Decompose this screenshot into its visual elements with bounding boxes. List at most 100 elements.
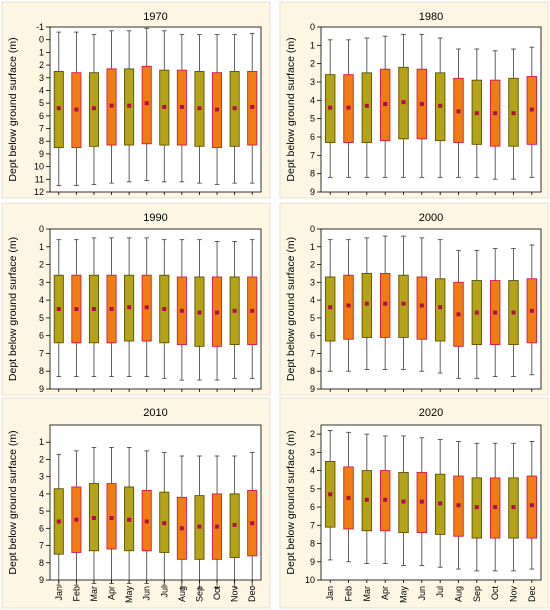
x-tick-label: Mar	[89, 586, 99, 602]
box-Jul	[159, 30, 170, 183]
median-marker	[56, 519, 61, 524]
box-Mar	[88, 237, 99, 377]
y-tick-label: 1	[310, 40, 315, 50]
median-marker	[215, 310, 220, 315]
y-tick-label: 7	[39, 541, 44, 551]
y-tick-label: 12	[34, 187, 44, 197]
y-tick-label: 7	[310, 520, 315, 530]
box-Oct	[212, 34, 223, 185]
y-tick-label: 2	[310, 260, 315, 270]
iqr-box	[434, 278, 446, 342]
box-Dec	[526, 441, 538, 570]
y-tick-label: 9	[39, 575, 44, 585]
y-tick-label: 0	[310, 22, 315, 32]
box-Nov	[229, 34, 240, 184]
box-Mar	[88, 446, 99, 584]
median-marker	[56, 106, 61, 111]
y-tick-label: 7	[310, 348, 315, 358]
box-Feb	[343, 431, 354, 563]
y-tick-label: 3	[39, 73, 44, 83]
median-marker	[529, 107, 534, 112]
median-marker	[109, 516, 114, 520]
box-Aug	[453, 441, 464, 570]
box-Nov	[229, 241, 240, 379]
x-tick-label: Feb	[344, 586, 354, 602]
median-marker	[232, 106, 237, 111]
box-Jan	[53, 453, 64, 586]
plot-area	[320, 424, 542, 581]
box-May	[398, 435, 409, 566]
chart-title: 2000	[419, 212, 443, 224]
box-Jan	[53, 31, 64, 187]
box-Jun	[141, 27, 152, 181]
x-tick-label: Apr	[380, 586, 390, 600]
y-tick-label: 6	[310, 502, 315, 512]
median-marker	[232, 308, 237, 313]
chart-panel-1980: 1980 0 1 2 3 4 5 6 7 8 9 Dept below ground surface …	[279, 1, 549, 199]
box-Jul	[434, 239, 446, 374]
median-marker	[383, 102, 388, 106]
median-marker	[511, 310, 516, 315]
iqr-box	[416, 276, 428, 340]
y-tick-label: 4	[39, 489, 44, 499]
y-tick-label: 9	[310, 384, 315, 394]
median-marker	[162, 104, 167, 109]
x-tick-label: May	[124, 586, 134, 604]
box-Oct	[212, 455, 223, 590]
y-tick-label: 5	[310, 484, 315, 494]
y-tick-label: 7	[39, 124, 44, 134]
median-marker	[127, 517, 132, 522]
y-tick-label: 1	[39, 242, 44, 252]
y-tick-label: 8	[39, 558, 44, 568]
plot-area	[320, 26, 542, 193]
median-marker	[328, 305, 333, 310]
y-tick-label: 1	[39, 47, 44, 57]
y-tick-label: 9	[39, 149, 44, 159]
y-tick-label: 4	[310, 95, 315, 105]
chart-title: 1980	[419, 11, 443, 23]
box-Sep	[194, 239, 205, 381]
y-tick-label: 4	[39, 295, 44, 305]
x-tick-label: Aug	[454, 586, 464, 602]
box-Feb	[343, 39, 354, 178]
median-marker	[328, 492, 333, 497]
median-marker	[529, 503, 534, 508]
y-tick-label: 6	[39, 523, 44, 533]
y-tick-label: 3	[39, 472, 44, 482]
y-tick-label: 7	[39, 348, 44, 358]
x-tick-label: Dec	[247, 586, 257, 603]
y-tick-label: 4	[310, 466, 315, 476]
box-Oct	[489, 442, 501, 572]
box-Apr	[379, 35, 391, 178]
box-Nov	[508, 48, 519, 180]
y-tick-label: 1	[310, 242, 315, 252]
box-Apr	[106, 237, 117, 377]
box-Oct	[489, 50, 501, 180]
x-tick-label: Dec	[527, 586, 537, 603]
median-marker	[346, 495, 351, 500]
box-Nov	[508, 442, 519, 572]
y-tick-label: -1	[36, 22, 44, 32]
median-marker	[474, 111, 479, 116]
y-tick-label: 0	[310, 224, 315, 234]
median-marker	[364, 497, 369, 502]
box-Jan	[324, 239, 336, 372]
chart-panel-2010: 2010 1 2 3 4 5 6 7 8 9 Dept below ground surface (…	[1, 397, 271, 609]
x-tick-label: May	[399, 586, 409, 604]
median-marker	[250, 521, 255, 526]
box-May	[124, 30, 135, 183]
median-marker	[346, 303, 351, 308]
chart-title: 2020	[419, 407, 443, 419]
x-tick-label: Aug	[177, 586, 187, 602]
y-tick-label: 5	[39, 506, 44, 516]
median-marker	[179, 104, 184, 109]
median-marker	[162, 307, 167, 311]
median-marker	[456, 312, 461, 317]
median-marker	[250, 104, 255, 109]
y-axis-label: Dept below ground surface (m)	[7, 37, 19, 181]
plot-area	[49, 26, 262, 193]
box-Mar	[361, 433, 373, 564]
box-Jun	[416, 437, 428, 566]
box-Jul	[159, 239, 170, 379]
median-marker	[179, 308, 184, 313]
